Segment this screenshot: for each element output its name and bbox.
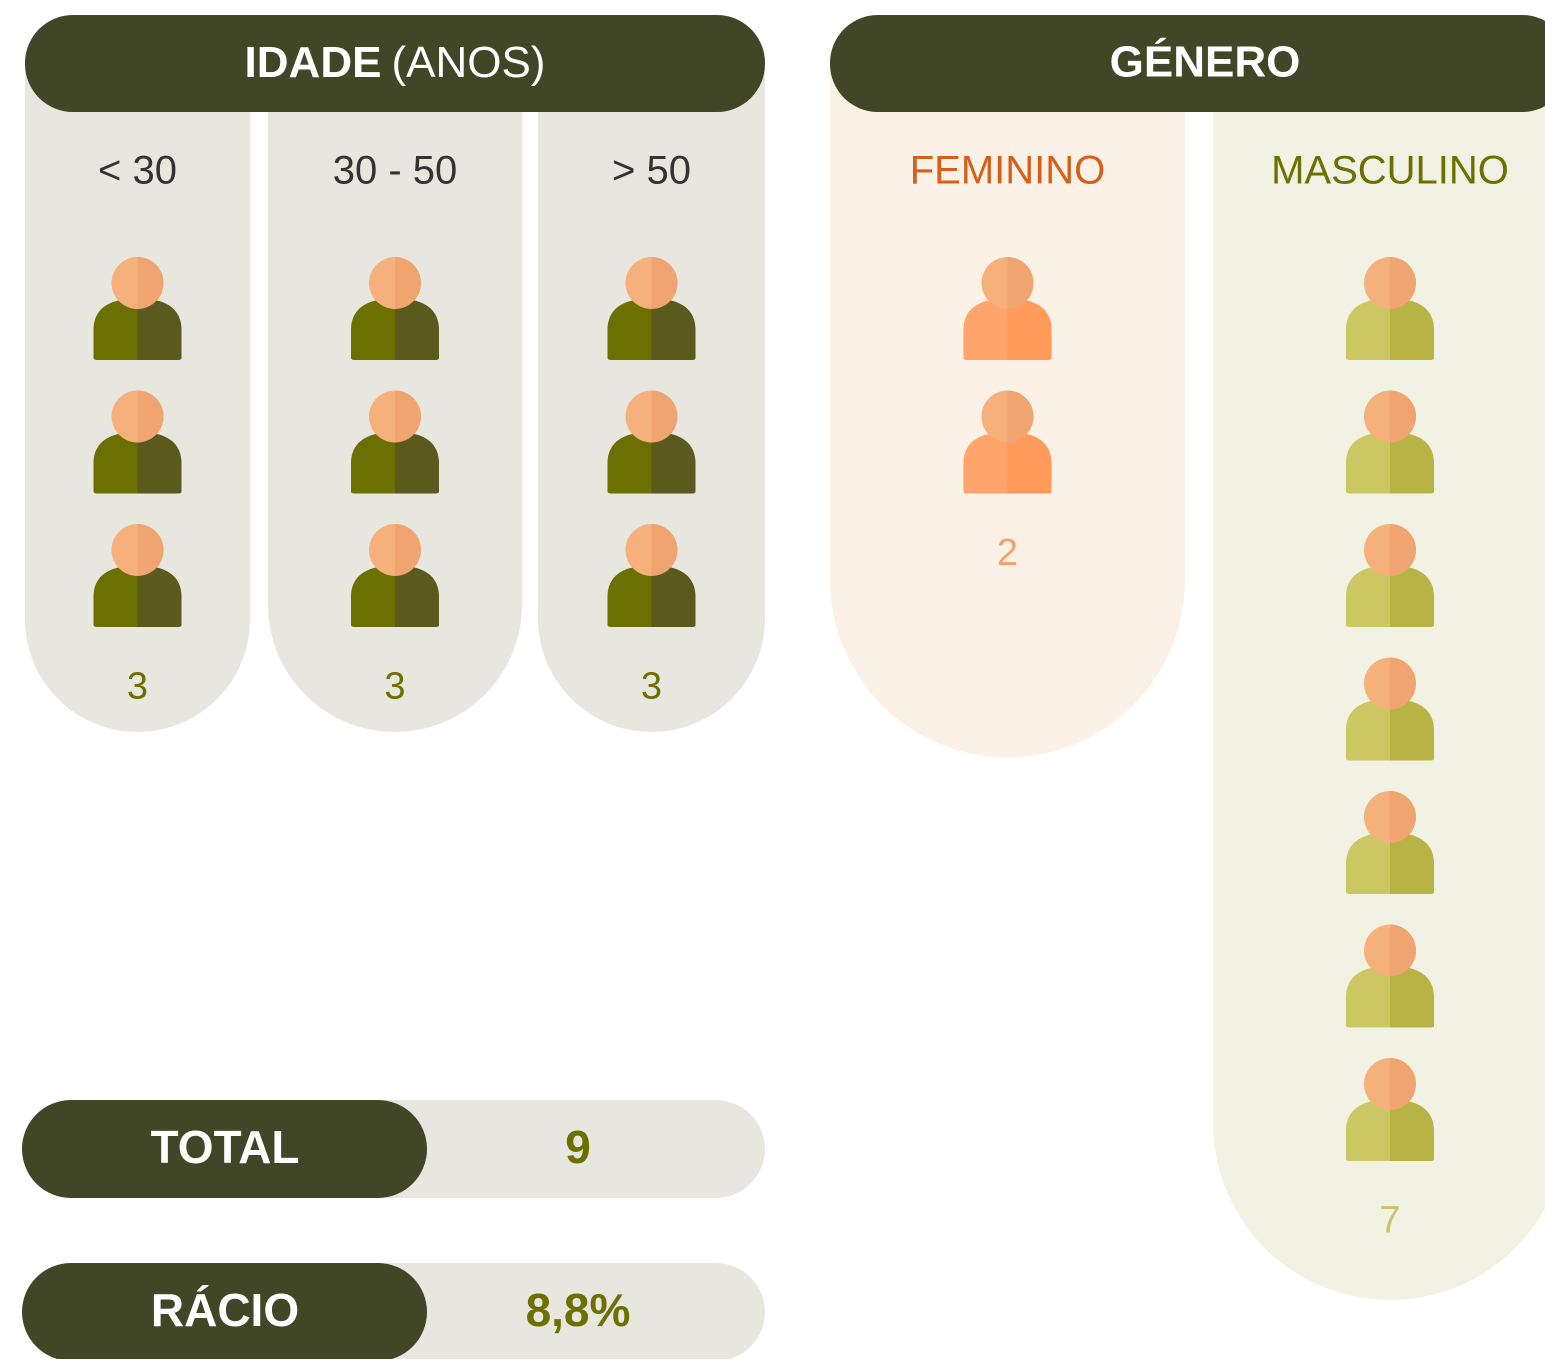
person-icon (351, 524, 439, 627)
icon-body (137, 433, 182, 494)
icon-head (1390, 657, 1416, 710)
icon-body (395, 433, 439, 494)
ratio-label: RÁCIO (151, 1284, 299, 1336)
group-count: 2 (997, 532, 1018, 574)
icon-body (651, 433, 696, 494)
gender-title: GÉNERO (1110, 37, 1301, 87)
icon-body (1390, 700, 1434, 761)
ratio-label-box (22, 1263, 427, 1361)
person-icon (351, 257, 439, 360)
icon-body (1390, 1101, 1434, 1161)
icon-body (1390, 834, 1434, 894)
group-label: FEMININO (910, 149, 1106, 193)
icon-head (137, 257, 164, 309)
group-count: 3 (641, 666, 662, 708)
person-icon (963, 257, 1052, 360)
age-title-bold: IDADE (245, 38, 382, 87)
total-label-box (22, 1100, 427, 1198)
icon-body (1390, 300, 1434, 360)
icon-head (395, 257, 421, 309)
icon-body (1390, 567, 1434, 627)
person-icon (607, 257, 696, 360)
age-header (25, 15, 765, 112)
group-count: 7 (1379, 1200, 1400, 1242)
person-icon (607, 524, 696, 627)
icon-head (1390, 791, 1416, 843)
icon-head (1390, 257, 1416, 309)
person-icon (1346, 524, 1434, 627)
person-icon (351, 390, 439, 494)
group-label: > 50 (612, 149, 691, 193)
person-icon (1346, 1058, 1434, 1161)
icon-head (651, 390, 678, 443)
icon-head (1390, 1058, 1416, 1110)
person-icon (93, 390, 182, 494)
icon-head (137, 524, 164, 576)
icon-body (1007, 433, 1052, 494)
icon-head (1007, 257, 1034, 309)
group-label: < 30 (98, 149, 177, 193)
icon-body (137, 567, 182, 627)
icon-body (1390, 967, 1434, 1028)
icon-body (395, 567, 439, 627)
person-icon (963, 390, 1052, 494)
group-count: 3 (384, 666, 405, 708)
group-label: 30 - 50 (333, 149, 458, 193)
person-icon (1346, 257, 1434, 360)
icon-body (1390, 433, 1434, 494)
icon-head (1390, 524, 1416, 576)
person-icon (93, 524, 182, 627)
person-icon (1346, 924, 1434, 1028)
age-title-rest: (ANOS) (391, 38, 545, 87)
group-count: 3 (127, 666, 148, 708)
total-label: TOTAL (150, 1121, 299, 1173)
person-icon (93, 257, 182, 360)
icon-head (651, 257, 678, 309)
age-title: IDADE (ANOS) (245, 38, 546, 87)
icon-body (1007, 300, 1052, 360)
total-value: 9 (565, 1121, 591, 1173)
person-icon (607, 390, 696, 494)
icon-head (1390, 390, 1416, 443)
icon-body (651, 567, 696, 627)
gender-header (830, 15, 1545, 112)
icon-body (395, 300, 439, 360)
icon-head (395, 524, 421, 576)
person-icon (1346, 390, 1434, 494)
icon-body (651, 300, 696, 360)
ratio-value: 8,8% (526, 1284, 631, 1336)
icon-head (395, 390, 421, 443)
person-icon (1346, 657, 1434, 761)
icon-head (137, 390, 164, 443)
icon-head (1390, 924, 1416, 977)
icon-head (1007, 390, 1034, 443)
icon-head (651, 524, 678, 576)
group-label: MASCULINO (1271, 149, 1509, 193)
person-icon (1346, 791, 1434, 894)
icon-body (137, 300, 182, 360)
